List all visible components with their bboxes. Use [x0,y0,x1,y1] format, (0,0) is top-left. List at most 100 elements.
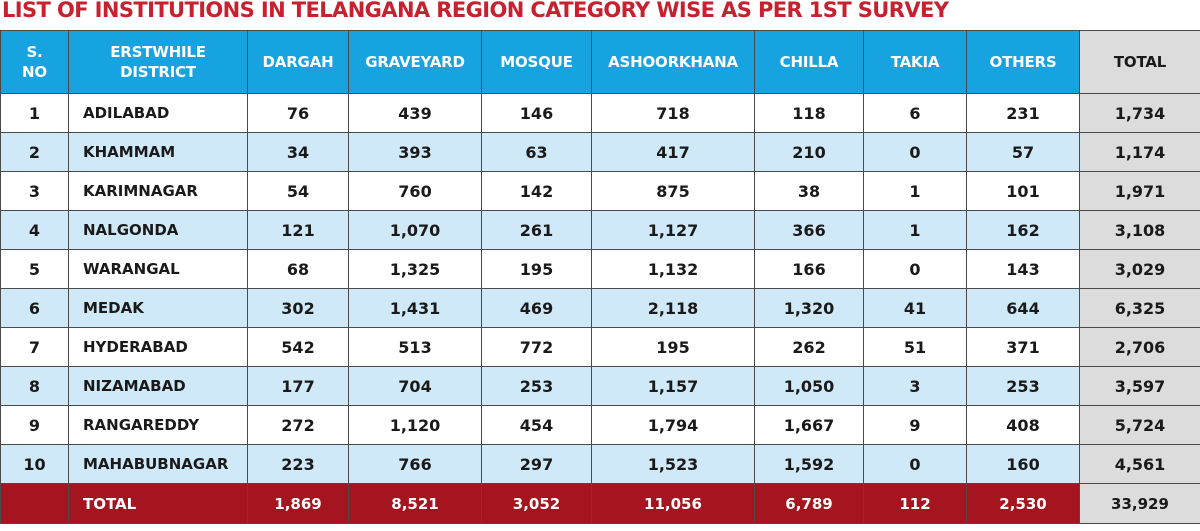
value-cell-takia: 51 [863,327,967,367]
table-row: 10 MAHABUBNAGAR 223 766 297 1,523 1,592 0 160 4,5… [0,444,1200,484]
serial-cell: 8 [0,366,69,406]
serial-cell: 5 [0,249,69,289]
value-cell-mosque: 261 [481,210,592,250]
value-cell-ashoorkhana: 1,794 [591,405,755,445]
value-cell-dargah: 542 [247,327,349,367]
district-cell: KARIMNAGAR [68,171,248,211]
value-cell-takia: 6 [863,93,967,133]
total-cell-total: 33,929 [1079,483,1200,524]
total-cell-graveyard: 8,521 [348,483,482,524]
value-cell-total: 1,734 [1079,93,1200,133]
value-cell-chilla: 262 [754,327,864,367]
value-cell-graveyard: 1,325 [348,249,482,289]
value-cell-total: 3,108 [1079,210,1200,250]
value-cell-takia: 0 [863,249,967,289]
value-cell-ashoorkhana: 1,157 [591,366,755,406]
district-cell: HYDERABAD [68,327,248,367]
total-cell-blank [0,483,69,524]
value-cell-ashoorkhana: 1,127 [591,210,755,250]
serial-cell: 10 [0,444,69,484]
total-cell-takia: 112 [863,483,967,524]
value-cell-chilla: 1,667 [754,405,864,445]
total-row: TOTAL 1,869 8,521 3,052 11,056 6,789 112 2,530 3… [0,483,1200,524]
value-cell-others: 57 [966,132,1080,172]
district-cell: MEDAK [68,288,248,328]
column-header-chilla: CHILLA [754,30,864,94]
value-cell-total: 2,706 [1079,327,1200,367]
value-cell-mosque: 469 [481,288,592,328]
value-cell-mosque: 772 [481,327,592,367]
value-cell-chilla: 38 [754,171,864,211]
value-cell-ashoorkhana: 2,118 [591,288,755,328]
serial-cell: 2 [0,132,69,172]
value-cell-others: 160 [966,444,1080,484]
value-cell-others: 101 [966,171,1080,211]
column-header-takia: TAKIA [863,30,967,94]
value-cell-mosque: 146 [481,93,592,133]
value-cell-ashoorkhana: 875 [591,171,755,211]
value-cell-dargah: 177 [247,366,349,406]
value-cell-dargah: 68 [247,249,349,289]
value-cell-chilla: 1,592 [754,444,864,484]
value-cell-takia: 1 [863,171,967,211]
total-label: TOTAL [68,483,248,524]
value-cell-graveyard: 1,070 [348,210,482,250]
value-cell-total: 6,325 [1079,288,1200,328]
table-row: 5 WARANGAL 68 1,325 195 1,132 166 0 143 3,029 [0,249,1200,289]
column-header-graveyard: GRAVEYARD [348,30,482,94]
table-row: 2 KHAMMAM 34 393 63 417 210 0 57 1,174 [0,132,1200,172]
value-cell-chilla: 366 [754,210,864,250]
total-cell-dargah: 1,869 [247,483,349,524]
value-cell-mosque: 142 [481,171,592,211]
value-cell-ashoorkhana: 718 [591,93,755,133]
value-cell-dargah: 34 [247,132,349,172]
district-cell: RANGAREDDY [68,405,248,445]
value-cell-dargah: 54 [247,171,349,211]
table-row: 8 NIZAMABAD 177 704 253 1,157 1,050 3 253 3,597 [0,366,1200,406]
value-cell-mosque: 63 [481,132,592,172]
value-cell-mosque: 297 [481,444,592,484]
table-row: 3 KARIMNAGAR 54 760 142 875 38 1 101 1,971 [0,171,1200,211]
value-cell-takia: 1 [863,210,967,250]
value-cell-takia: 3 [863,366,967,406]
value-cell-chilla: 1,050 [754,366,864,406]
column-header-others: OTHERS [966,30,1080,94]
column-header-s-no: S. NO [0,30,69,94]
table-row: 9 RANGAREDDY 272 1,120 454 1,794 1,667 9 408 5,72… [0,405,1200,445]
value-cell-others: 408 [966,405,1080,445]
district-cell: ADILABAD [68,93,248,133]
table-row: 1 ADILABAD 76 439 146 718 118 6 231 1,734 [0,93,1200,133]
value-cell-dargah: 272 [247,405,349,445]
value-cell-ashoorkhana: 195 [591,327,755,367]
value-cell-graveyard: 1,120 [348,405,482,445]
value-cell-chilla: 1,320 [754,288,864,328]
value-cell-dargah: 302 [247,288,349,328]
column-header-ashoorkhana: ASHOORKHANA [591,30,755,94]
serial-cell: 7 [0,327,69,367]
value-cell-graveyard: 1,431 [348,288,482,328]
value-cell-graveyard: 513 [348,327,482,367]
value-cell-ashoorkhana: 417 [591,132,755,172]
value-cell-graveyard: 439 [348,93,482,133]
value-cell-graveyard: 393 [348,132,482,172]
value-cell-others: 231 [966,93,1080,133]
value-cell-chilla: 210 [754,132,864,172]
serial-cell: 3 [0,171,69,211]
value-cell-ashoorkhana: 1,132 [591,249,755,289]
total-cell-others: 2,530 [966,483,1080,524]
total-cell-ashoorkhana: 11,056 [591,483,755,524]
value-cell-others: 644 [966,288,1080,328]
value-cell-graveyard: 766 [348,444,482,484]
table-row: 6 MEDAK 302 1,431 469 2,118 1,320 41 644 6,325 [0,288,1200,328]
value-cell-dargah: 76 [247,93,349,133]
value-cell-takia: 0 [863,444,967,484]
total-cell-chilla: 6,789 [754,483,864,524]
district-cell: KHAMMAM [68,132,248,172]
column-header-dargah: DARGAH [247,30,349,94]
column-header-erstwhile-district: ERSTWHILE DISTRICT [68,30,248,94]
value-cell-others: 253 [966,366,1080,406]
value-cell-total: 5,724 [1079,405,1200,445]
value-cell-total: 1,174 [1079,132,1200,172]
value-cell-chilla: 166 [754,249,864,289]
district-cell: MAHABUBNAGAR [68,444,248,484]
